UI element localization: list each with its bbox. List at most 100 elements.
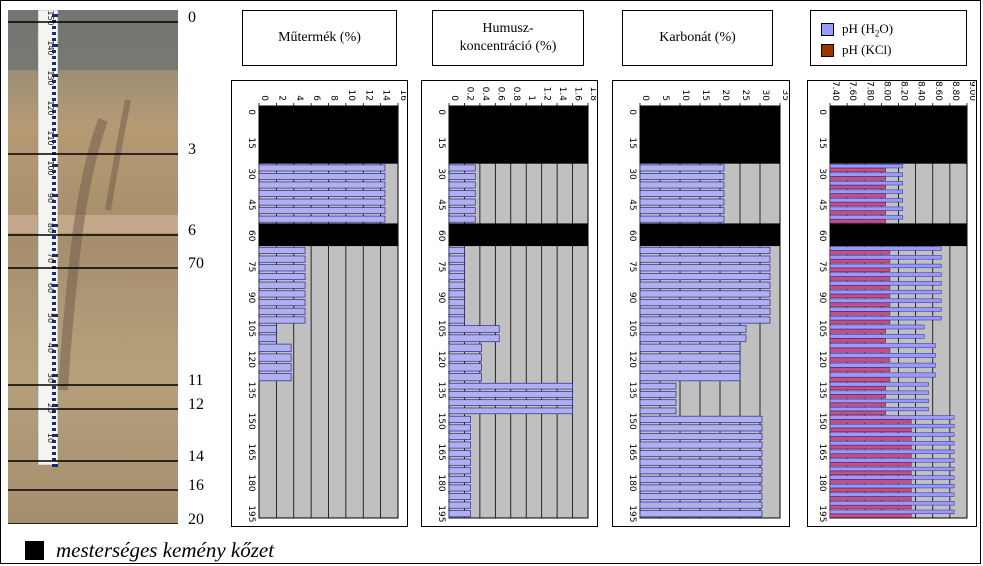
bar-ph-h2o [829, 449, 955, 454]
bar [448, 246, 465, 254]
depth-tick-label: 105 [817, 320, 827, 337]
bar-ph-h2o [829, 415, 955, 420]
bar-ph-h2o [829, 333, 925, 339]
bar [258, 215, 386, 223]
depth-tick-label: 45 [436, 199, 446, 210]
depth-tick-label: 0 [817, 109, 827, 115]
bar-ph-kcl [829, 285, 891, 290]
bar [448, 325, 500, 333]
chart-title-mutermek: Műtermék (%) [278, 30, 361, 45]
chart-panel-karbonat: 0 5 10 15 20 25 30 35 0 15 30 45 60 75 90 105 120 135 150 1… [612, 80, 790, 527]
bar-ph-kcl [829, 496, 912, 501]
bar [639, 475, 763, 483]
depth-label: 16 [188, 477, 204, 494]
bar-ph-kcl [829, 470, 912, 475]
bar [448, 467, 471, 475]
bar-ph-kcl [829, 487, 912, 493]
bar-ph-h2o [829, 289, 942, 295]
bar [258, 373, 292, 382]
bar [639, 373, 741, 382]
bar [258, 246, 306, 254]
bar [639, 484, 763, 492]
bar [639, 510, 763, 518]
bar [639, 433, 763, 440]
x-tick-label: 7.40 [830, 81, 840, 101]
chart-title-humusz: Humusz-koncentráció (%) [459, 21, 557, 54]
depth-tick-label: 120 [817, 351, 827, 368]
legend-item-ph-h2o: pH (H2O) [821, 21, 893, 39]
depth-tick-label: 105 [436, 320, 446, 337]
bar [258, 255, 306, 263]
bar-ph-kcl [829, 276, 891, 281]
depth-tick-label: 165 [436, 443, 446, 460]
bar [448, 181, 476, 189]
hard-rock-layer [830, 223, 967, 247]
depth-tick-label: 150 [246, 413, 256, 430]
bar [639, 264, 771, 272]
bar [448, 264, 465, 272]
bar [448, 407, 573, 415]
x-tick-label: 7.80 [864, 81, 874, 101]
bar-ph-h2o [829, 324, 925, 330]
bar-ph-kcl [829, 436, 912, 441]
x-tick-label: 1.2 [542, 87, 552, 101]
title-box-karbonat: Karbonát (%) [622, 10, 773, 66]
bar-ph-kcl [829, 453, 912, 458]
bar [258, 190, 386, 197]
x-tick-label: 14 [381, 90, 391, 102]
hard-rock-layer [259, 106, 398, 164]
bar-ph-kcl [829, 311, 891, 316]
bar-ph-h2o [829, 432, 955, 437]
ruler-label: 120 [46, 100, 55, 115]
depth-tick-label: 120 [246, 351, 256, 368]
bar [448, 363, 482, 372]
bar [258, 299, 306, 307]
bar-ph-h2o [829, 398, 929, 403]
bar-ph-h2o [829, 382, 929, 387]
depth-label: 20 [188, 511, 204, 528]
depth-tick-label: 15 [817, 137, 827, 148]
depth-tick-label: 45 [627, 199, 637, 210]
ruler-label: 30 [46, 373, 55, 383]
bar [639, 255, 771, 263]
bar-ph-h2o [829, 484, 955, 489]
chart-karbonat: 0 5 10 15 20 25 30 35 0 15 30 45 60 75 90 105 120 135 150 1… [627, 90, 790, 523]
bar-ph-h2o [829, 189, 904, 194]
depth-tick-label: 15 [627, 137, 637, 148]
chart-panel-humusz: 0 0.2 0.4 0.6 0.8 1 1.2 1.4 1.6 1.8 0 15 30 45 60 75 90 1… [421, 80, 598, 527]
depth-tick-label: 30 [436, 168, 446, 180]
bar [639, 353, 741, 362]
depth-tick-label: 180 [436, 474, 446, 491]
depth-label: 0 [188, 9, 196, 26]
x-tick-label: 35 [780, 90, 788, 101]
bar [258, 281, 306, 289]
bar [448, 307, 465, 315]
bar [448, 441, 471, 449]
x-tick-label: 8.40 [916, 81, 926, 101]
depth-tick-label: 0 [627, 109, 637, 115]
bar [448, 215, 476, 223]
bar-ph-h2o [829, 206, 904, 211]
depth-tick-label: 165 [246, 443, 256, 460]
x-tick-label: 0 [640, 95, 650, 101]
bar-ph-h2o [829, 172, 904, 177]
bar [448, 173, 476, 180]
bar-ph-kcl [829, 202, 886, 207]
bar [448, 399, 573, 406]
x-tick-label: 15 [700, 90, 710, 101]
x-tick-label: 0.4 [480, 87, 490, 102]
bar [448, 450, 471, 458]
bar-ph-kcl [829, 328, 886, 334]
ruler-label: 60 [46, 283, 55, 293]
bar-ph-h2o [829, 164, 904, 169]
bar-ph-h2o [829, 458, 955, 463]
x-tick-label: 2 [276, 95, 286, 101]
bar [639, 415, 763, 423]
ruler-label: 70 [46, 253, 55, 263]
bar [258, 264, 306, 272]
bar [258, 316, 306, 324]
depth-tick-label: 0 [436, 109, 446, 115]
depth-tick-label: 180 [817, 474, 827, 491]
bar-ph-h2o [829, 492, 955, 497]
bar [639, 382, 677, 390]
